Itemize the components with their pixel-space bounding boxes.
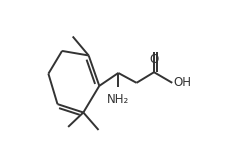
- Text: OH: OH: [173, 76, 191, 89]
- Text: NH₂: NH₂: [106, 93, 129, 106]
- Text: O: O: [149, 53, 159, 66]
